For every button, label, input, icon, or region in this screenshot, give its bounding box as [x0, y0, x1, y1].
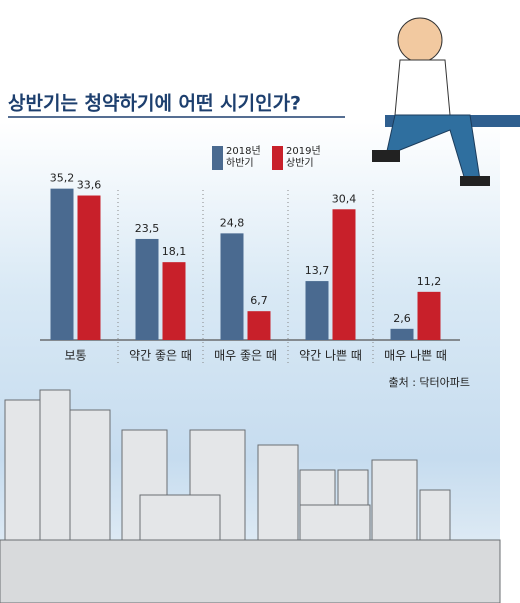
bar [247, 311, 271, 340]
bar [332, 209, 356, 340]
legend-label: 2018년 하반기 [226, 146, 261, 169]
value-label: 13,7 [305, 264, 330, 277]
legend-swatch [212, 146, 223, 170]
bar [77, 195, 101, 340]
value-label: 18,1 [162, 245, 187, 258]
bar [220, 233, 244, 340]
legend-label: 2019년 상반기 [286, 146, 321, 169]
city-illustration [0, 389, 501, 603]
source: 출처 : 닥터아파트 [388, 376, 470, 389]
legend-swatch [272, 146, 283, 170]
x-tick-label: 보통 [64, 349, 86, 363]
value-label: 6,7 [250, 294, 268, 307]
value-label: 33,6 [77, 179, 102, 192]
value-label: 30,4 [332, 192, 357, 205]
x-tick-label: 매우 좋은 때 [214, 349, 277, 363]
bar [417, 291, 441, 340]
value-label: 23,5 [135, 222, 160, 235]
bar [50, 188, 74, 340]
bar [390, 328, 414, 340]
x-tick-label: 약간 좋은 때 [129, 348, 192, 363]
value-label: 24,8 [220, 216, 245, 229]
x-tick-label: 매우 나쁜 때 [384, 349, 447, 363]
value-label: 2,6 [393, 312, 411, 325]
bar [305, 281, 329, 340]
chart-title: 상반기는 청약하기에 어떤 시기인가? [8, 93, 301, 115]
value-label: 35,2 [50, 172, 75, 185]
x-tick-label: 약간 나쁜 때 [299, 348, 362, 363]
value-label: 11,2 [417, 275, 442, 288]
man-illustration [372, 17, 520, 186]
bar [135, 238, 159, 340]
bar [162, 262, 186, 340]
